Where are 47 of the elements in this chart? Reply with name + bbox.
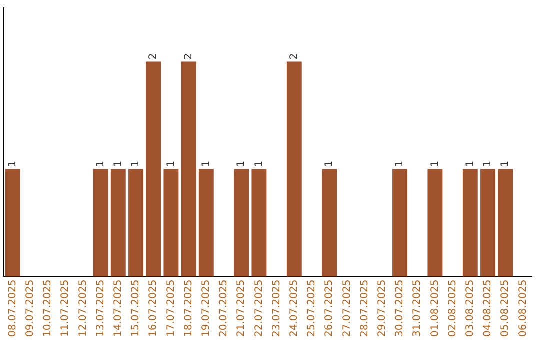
- x-tick-label: 28.07.2025: [359, 280, 370, 338]
- x-tick-label: 24.07.2025: [288, 280, 300, 338]
- data-label: 1: [112, 160, 124, 168]
- x-tick-label: 11.07.2025: [60, 280, 72, 338]
- x-tick-label: 16.07.2025: [148, 280, 160, 338]
- x-tick-label: 30.07.2025: [394, 280, 406, 338]
- x-tick-label: 21.07.2025: [236, 280, 248, 338]
- x-tick-label: 26.07.2025: [324, 280, 336, 338]
- x-tick-label: 06.08.2025: [518, 280, 529, 338]
- x-tick-label: 05.08.2025: [500, 280, 512, 338]
- x-tick-label: 08.07.2025: [7, 280, 18, 338]
- x-tick-label: 31.07.2025: [412, 280, 424, 338]
- x-tick-label: 10.07.2025: [42, 280, 54, 338]
- data-label: 1: [7, 160, 18, 168]
- data-label: 1: [236, 160, 248, 168]
- x-tick-label: 09.07.2025: [24, 280, 36, 338]
- data-label: 1: [500, 160, 512, 168]
- data-label: 1: [464, 160, 476, 168]
- x-tick-label: 12.07.2025: [78, 280, 89, 338]
- data-label: 1: [254, 160, 265, 168]
- x-tick-label: 27.07.2025: [342, 280, 353, 338]
- data-label: 1: [324, 160, 336, 168]
- data-label: 1: [130, 160, 142, 168]
- x-tick-label: 22.07.2025: [254, 280, 265, 338]
- x-tick-label: 17.07.2025: [166, 280, 177, 338]
- data-label: 2: [148, 53, 160, 60]
- x-tick-label: 02.08.2025: [447, 280, 458, 338]
- data-label: 1: [200, 160, 212, 168]
- data-label: 2: [183, 53, 194, 60]
- data-label: 1: [166, 160, 177, 168]
- x-tick-label: 19.07.2025: [200, 280, 212, 338]
- x-tick-label: 15.07.2025: [130, 280, 142, 338]
- x-tick-label: 29.07.2025: [376, 280, 388, 338]
- data-label: 1: [482, 160, 494, 168]
- x-tick-label: 20.07.2025: [218, 280, 230, 338]
- data-label: 1: [394, 160, 406, 168]
- x-tick-label: 03.08.2025: [464, 280, 476, 338]
- data-label: 2: [288, 53, 300, 60]
- data-label: 1: [430, 160, 441, 168]
- x-tick-label: 13.07.2025: [95, 280, 106, 338]
- x-tick-label: 01.08.2025: [430, 280, 441, 338]
- x-tick-label: 14.07.2025: [112, 280, 124, 338]
- x-tick-label: 18.07.2025: [183, 280, 194, 338]
- x-tick-label: 04.08.2025: [482, 280, 494, 338]
- x-tick-label: 23.07.2025: [271, 280, 282, 338]
- data-label: 1: [95, 160, 106, 168]
- x-tick-label: 25.07.2025: [306, 280, 318, 338]
